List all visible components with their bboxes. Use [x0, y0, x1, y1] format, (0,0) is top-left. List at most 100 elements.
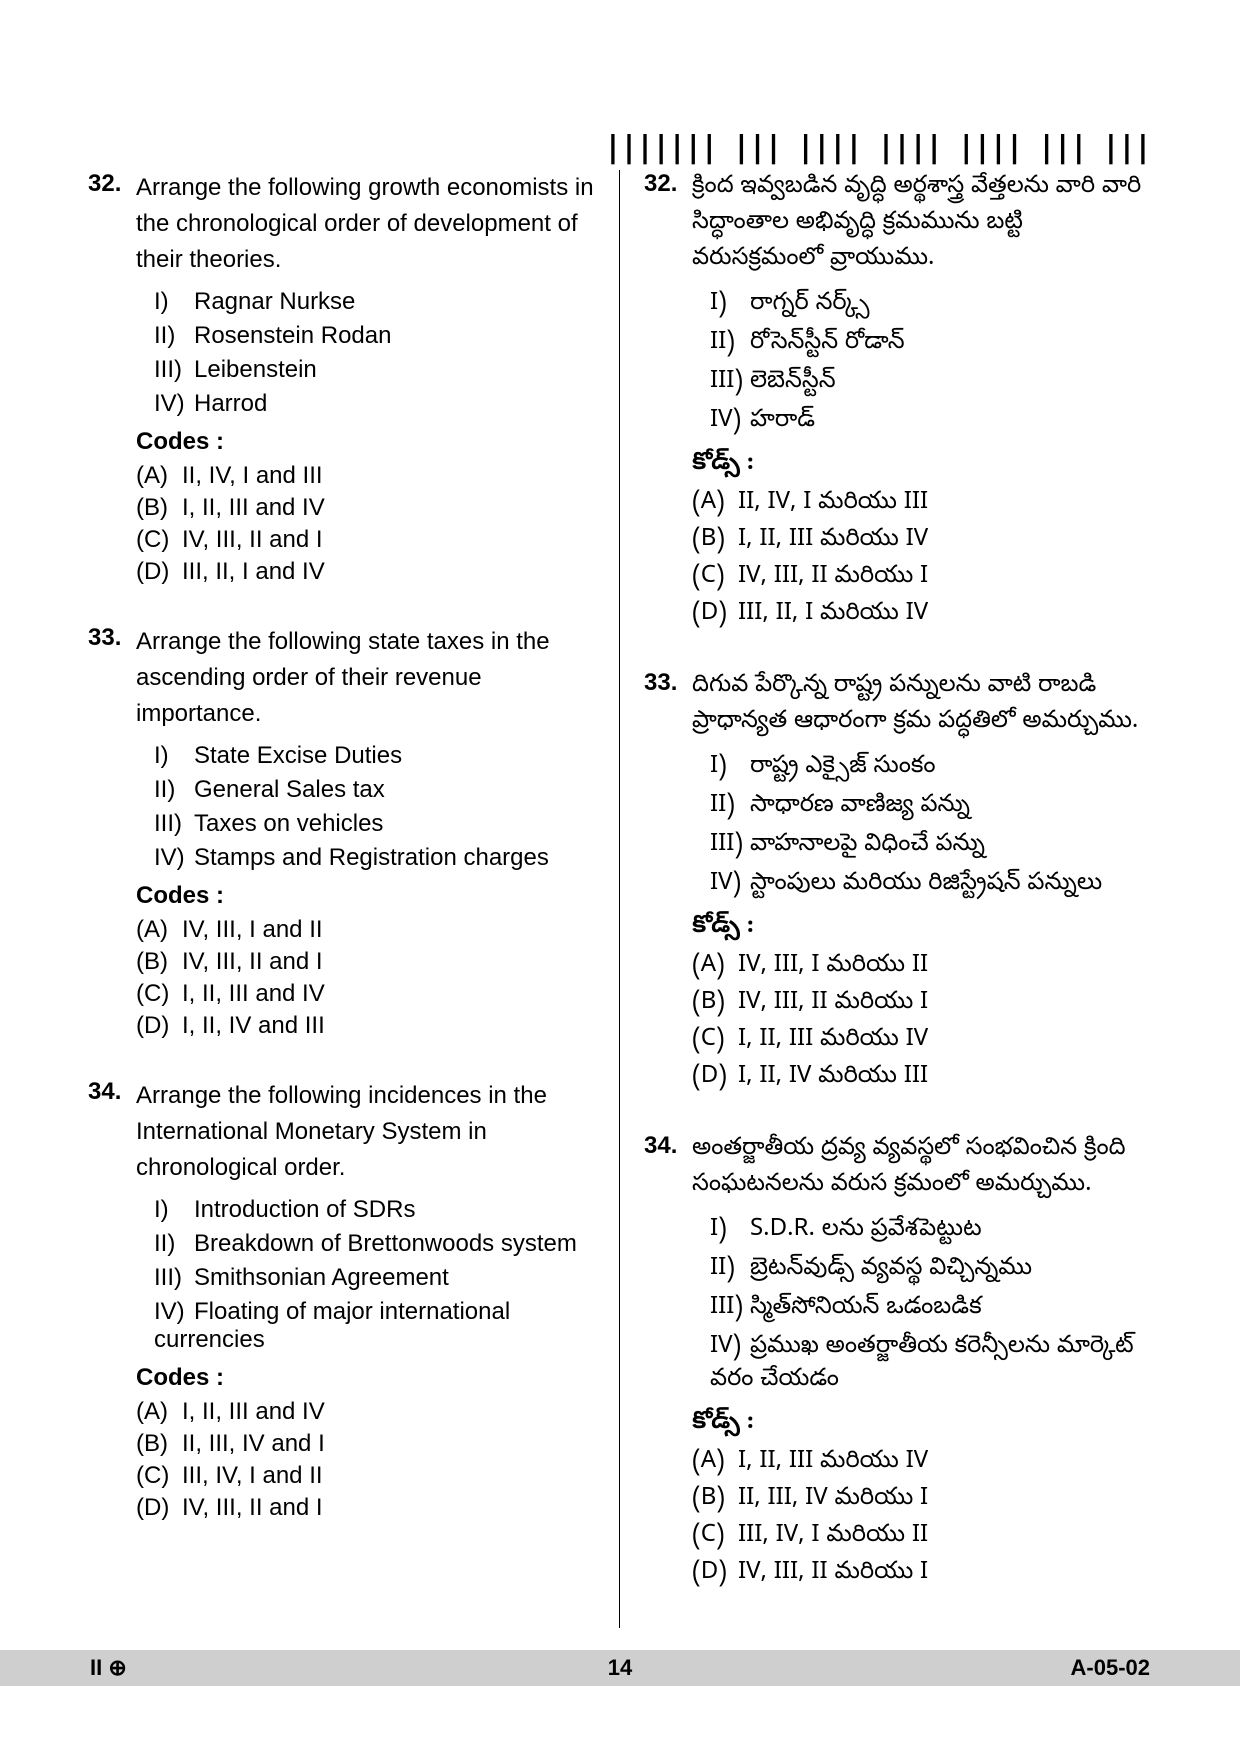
barcode: ||||||| ||| |||| |||| |||| ||| |||	[604, 130, 1150, 165]
page-body: 32. Arrange the following growth economi…	[0, 0, 1240, 1628]
item-text: Breakdown of Brettonwoods system	[194, 1230, 577, 1257]
codes-label: కోడ్స్ :	[692, 911, 1152, 944]
option-text: IV, III, I మరియు II	[738, 950, 928, 983]
item-text: Leibenstein	[194, 356, 317, 383]
item-label: I)	[154, 288, 194, 316]
item-label: I)	[154, 742, 194, 770]
two-column-layout: 32. Arrange the following growth economi…	[88, 170, 1152, 1628]
option-label: (D)	[136, 558, 182, 586]
option-label: (B)	[136, 948, 182, 976]
item-text: Stamps and Registration charges	[194, 844, 549, 871]
option-text: I, II, III and IV	[182, 494, 325, 521]
item-text: రాష్ట్ర ఎక్సైజ్ సుంకం	[750, 751, 936, 784]
option-label: (B)	[692, 1483, 738, 1516]
options-list: (A)II, IV, I and III (B)I, II, III and I…	[136, 462, 595, 586]
item-list: I)రాష్ట్ర ఎక్సైజ్ సుంకం II)సాధారణ వాణిజ్…	[710, 751, 1152, 901]
option-text: IV, III, II and I	[182, 1494, 323, 1521]
item-label: II)	[710, 327, 750, 360]
item-label: III)	[154, 356, 194, 384]
item-text: సాధారణ వాణిజ్య పన్ను	[750, 790, 970, 823]
question-stem: అంతర్జాతీయ ద్రవ్య వ్యవస్థలో సంభవించిన క్…	[692, 1132, 1152, 1204]
question-stem: Arrange the following incidences in the …	[136, 1078, 595, 1186]
option-label: (C)	[136, 526, 182, 554]
item-label: II)	[154, 1230, 194, 1258]
option-text: IV, III, II and I	[182, 948, 323, 975]
codes-label: Codes :	[136, 428, 595, 456]
question-stem: Arrange the following growth economists …	[136, 170, 595, 278]
option-label: (B)	[136, 1430, 182, 1458]
column-telugu: 32. క్రింద ఇవ్వబడిన వృద్ధి అర్థశాస్త్ర వ…	[620, 170, 1152, 1628]
item-list: I)రాగ్నర్ నర్క్స్ II)రోసెన్‌స్టీన్ రోడాన…	[710, 288, 1152, 438]
item-text: ప్రముఖ అంతర్జాతీయ కరెన్సీలను మార్కెట్ వర…	[710, 1331, 1134, 1397]
option-text: IV, III, II మరియు I	[738, 1557, 928, 1590]
item-list: I)State Excise Duties II)General Sales t…	[154, 742, 595, 872]
option-text: I, II, IV and III	[182, 1012, 325, 1039]
item-label: III)	[710, 829, 750, 862]
question-33-en: 33. Arrange the following state taxes in…	[88, 624, 595, 1044]
page-footer: II ⊕ 14 A-05-02	[0, 1650, 1240, 1686]
options-list: (A)I, II, III and IV (B)II, III, IV and …	[136, 1398, 595, 1522]
option-text: III, II, I and IV	[182, 558, 325, 585]
option-text: IV, III, II మరియు I	[738, 561, 928, 594]
option-text: III, IV, I and II	[182, 1462, 323, 1489]
codes-label: Codes :	[136, 1364, 595, 1392]
option-label: (B)	[136, 494, 182, 522]
option-label: (D)	[692, 1061, 738, 1094]
question-stem: క్రింద ఇవ్వబడిన వృద్ధి అర్థశాస్త్ర వేత్త…	[692, 170, 1152, 278]
option-label: (A)	[692, 1446, 738, 1479]
item-text: Rosenstein Rodan	[194, 322, 391, 349]
option-text: II, III, IV and I	[182, 1430, 325, 1457]
item-label: III)	[154, 810, 194, 838]
codes-label: Codes :	[136, 882, 595, 910]
options-list: (A)I, II, III మరియు IV (B)II, III, IV మర…	[692, 1446, 1152, 1590]
question-34-te: 34. అంతర్జాతీయ ద్రవ్య వ్యవస్థలో సంభవించి…	[644, 1132, 1152, 1594]
option-text: I, II, IV మరియు III	[738, 1061, 928, 1094]
item-text: స్మిత్‌సోనియన్ ఒడంబడిక	[750, 1292, 982, 1325]
option-label: (D)	[692, 598, 738, 631]
question-number: 34.	[644, 1132, 692, 1160]
item-text: స్టాంపులు మరియు రిజిస్ట్రేషన్ పన్నులు	[750, 868, 1102, 901]
codes-label: కోడ్స్ :	[692, 448, 1152, 481]
question-32-en: 32. Arrange the following growth economi…	[88, 170, 595, 590]
option-text: II, IV, I and III	[182, 462, 323, 489]
option-text: I, II, III and IV	[182, 980, 325, 1007]
column-english: 32. Arrange the following growth economi…	[88, 170, 620, 1628]
item-label: I)	[710, 288, 750, 321]
item-text: రోసెన్‌స్టీన్ రోడాన్	[750, 327, 905, 360]
option-label: (A)	[136, 1398, 182, 1426]
item-label: I)	[154, 1196, 194, 1224]
item-list: I)Introduction of SDRs II)Breakdown of B…	[154, 1196, 595, 1354]
option-text: I, II, III మరియు IV	[738, 1446, 928, 1479]
item-label: II)	[154, 776, 194, 804]
option-label: (A)	[692, 487, 738, 520]
option-text: III, IV, I మరియు II	[738, 1520, 928, 1553]
question-32-te: 32. క్రింద ఇవ్వబడిన వృద్ధి అర్థశాస్త్ర వ…	[644, 170, 1152, 635]
option-label: (A)	[136, 916, 182, 944]
item-text: General Sales tax	[194, 776, 385, 803]
option-label: (C)	[692, 1024, 738, 1057]
option-label: (C)	[136, 1462, 182, 1490]
item-text: Taxes on vehicles	[194, 810, 383, 837]
item-text: రాగ్నర్ నర్క్స్	[750, 288, 869, 321]
item-label: IV)	[154, 390, 194, 418]
item-label: II)	[154, 322, 194, 350]
item-label: IV)	[154, 844, 194, 872]
item-text: State Excise Duties	[194, 742, 402, 769]
option-label: (A)	[136, 462, 182, 490]
question-34-en: 34. Arrange the following incidences in …	[88, 1078, 595, 1526]
question-stem: Arrange the following state taxes in the…	[136, 624, 595, 732]
item-label: IV)	[710, 868, 750, 901]
options-list: (A)IV, III, I and II (B)IV, III, II and …	[136, 916, 595, 1040]
question-number: 32.	[644, 170, 692, 198]
item-text: Harrod	[194, 390, 267, 417]
option-label: (A)	[692, 950, 738, 983]
question-number: 33.	[644, 669, 692, 697]
question-number: 33.	[88, 624, 136, 652]
option-text: II, IV, I మరియు III	[738, 487, 928, 520]
item-text: Introduction of SDRs	[194, 1196, 415, 1223]
option-label: (D)	[136, 1012, 182, 1040]
item-text: Floating of major international currenci…	[154, 1298, 510, 1353]
footer-page-number: 14	[0, 1655, 1240, 1681]
question-33-te: 33. దిగువ పేర్కొన్న రాష్ట్ర పన్నులను వాట…	[644, 669, 1152, 1098]
options-list: (A)II, IV, I మరియు III (B)I, II, III మరి…	[692, 487, 1152, 631]
